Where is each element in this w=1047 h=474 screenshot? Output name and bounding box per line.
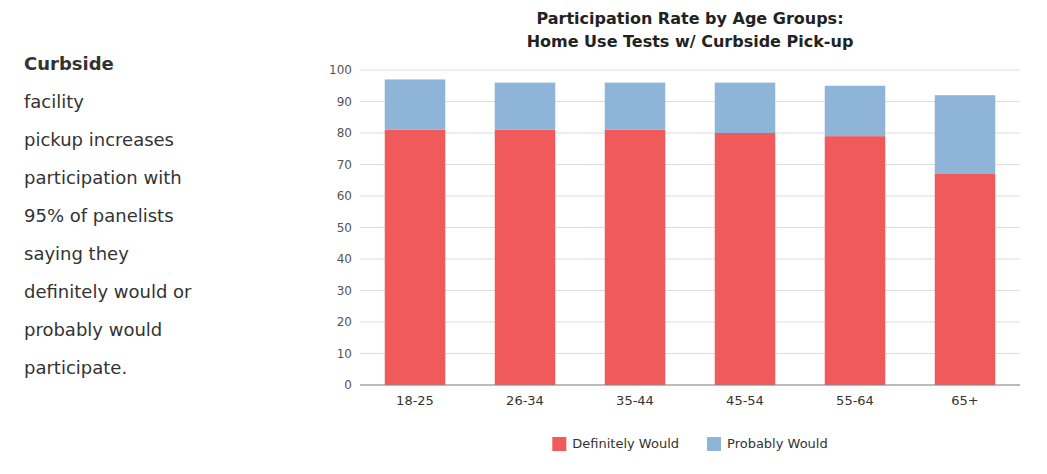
legend-item: Definitely Would [552,436,679,451]
legend-label: Definitely Would [572,436,679,451]
y-tick-label: 10 [337,347,352,361]
y-tick-label: 30 [337,284,352,298]
annotation: facility [24,91,84,112]
annotation: participation with [24,167,182,188]
x-tick-label: 65+ [951,393,978,408]
bar-segment [385,130,446,385]
bar-segment [935,95,996,174]
grid-line [360,353,1020,354]
x-tick-label: 18-25 [396,393,434,408]
x-axis-line [360,385,1020,386]
x-tick-label: 55-64 [836,393,874,408]
x-tick-label: 35-44 [616,393,654,408]
y-tick-label: 50 [337,221,352,235]
x-tick-label: 26-34 [506,393,544,408]
chart: Curbside facility pickup increases particip… [0,0,1047,474]
y-tick-label: 60 [337,189,352,203]
subtitle: Home Use Tests w/ Curbside Pick-up [527,32,854,51]
annotation: pickup increases [24,129,174,150]
title: Participation Rate by Age Groups: [536,9,843,28]
bar-segment [605,130,666,385]
annotation: participate. [24,357,127,378]
bar-segment [495,130,556,385]
legend-item: Probably Would [707,436,828,451]
bar-segment [385,79,446,129]
grid-line [360,322,1020,323]
bar-segment [825,86,886,136]
y-tick-label: 100 [329,63,352,77]
grid-line [360,164,1020,165]
annotation: Curbside [24,53,114,74]
grid-line [360,385,1020,386]
grid-line [360,101,1020,102]
annotation: probably would [24,319,162,340]
y-tick-label: 90 [337,95,352,109]
bar-segment [605,83,666,130]
grid-line [360,196,1020,197]
bar-segment [715,133,776,385]
y-tick-label: 40 [337,252,352,266]
legend-swatch [707,437,721,451]
grid-line [360,133,1020,134]
x-tick-label: 45-54 [726,393,764,408]
legend-label: Probably Would [727,436,828,451]
grid-line [360,227,1020,228]
bar-segment [715,83,776,133]
bar-segment [935,174,996,385]
bar-segment [825,136,886,385]
y-tick-label: 20 [337,315,352,329]
legend: Definitely Would Probably Would [552,436,827,451]
annotation: saying they [24,243,129,264]
annotation: 95% of panelists [24,205,174,226]
grid [360,70,1020,385]
grid-line [360,259,1020,260]
bar-segment [495,83,556,130]
legend-swatch [552,437,566,451]
y-tick-label: 80 [337,126,352,140]
y-tick-label: 0 [344,378,352,392]
grid-line [360,70,1020,71]
grid-line [360,290,1020,291]
annotation: definitely would or [24,281,192,302]
bars [385,79,996,385]
y-tick-label: 70 [337,158,352,172]
